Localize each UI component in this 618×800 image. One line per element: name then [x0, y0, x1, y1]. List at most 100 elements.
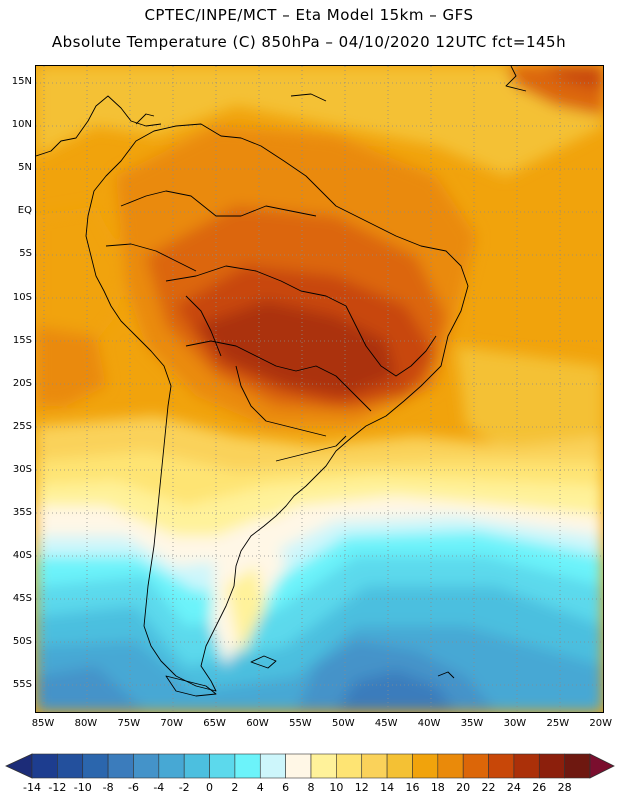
colorbar-swatch	[57, 753, 84, 779]
zone-north-16	[36, 66, 603, 176]
colorbar-label: 2	[231, 781, 239, 794]
temperature-map	[35, 65, 604, 713]
zone-northeast-24	[541, 66, 603, 91]
colorbar-swatch	[259, 753, 286, 779]
colorbar-label: 26	[532, 781, 547, 794]
colorbar-swatch	[564, 753, 591, 779]
zone-core-26	[196, 301, 396, 396]
colorbar-swatch	[310, 753, 337, 779]
colorbar-label: 14	[380, 781, 395, 794]
colombia-venezuela-border	[120, 190, 317, 217]
colorbar-label: -6	[127, 781, 139, 794]
zone-patagonia-10	[226, 566, 266, 656]
colorbar-swatch	[133, 753, 160, 779]
colorbar-swatch	[234, 753, 261, 779]
lat-label-55S: 55S	[12, 679, 32, 691]
atlantic-island	[505, 66, 527, 92]
colorbar-label: -12	[48, 781, 67, 794]
lon-label-25W: 25W	[546, 718, 570, 729]
colorbar-label: -8	[102, 781, 114, 794]
zone-south-minus8	[336, 671, 456, 712]
colorbar-label: -4	[153, 781, 165, 794]
lon-label-75W: 75W	[117, 718, 141, 729]
caribbean-islands	[290, 93, 327, 102]
south-america-outline	[85, 123, 469, 692]
colorbar-label: 16	[405, 781, 420, 794]
falkland-islands	[250, 655, 277, 669]
colorbar-low-arrow	[5, 753, 33, 779]
lat-label-30S: 30S	[12, 463, 32, 475]
colorbar-swatch	[513, 753, 540, 779]
colorbar-label: 18	[430, 781, 445, 794]
colorbar-label: 12	[354, 781, 369, 794]
coastlines	[36, 66, 527, 697]
map-title-line1: CPTEC/INPE/MCT – Eta Model 15km – GFS	[144, 6, 474, 24]
lat-label-50S: 50S	[12, 636, 32, 648]
colorbar-swatch	[336, 753, 363, 779]
paraguay-border	[235, 365, 327, 437]
lat-label-35S: 35S	[12, 507, 32, 518]
colorbar-swatch	[285, 753, 312, 779]
lon-label-45W: 45W	[374, 718, 398, 729]
central-america-coast	[36, 95, 162, 157]
bolivia-paraguay-border	[185, 340, 372, 412]
colorbar-label: 0	[206, 781, 214, 794]
colorbar	[5, 753, 615, 779]
lon-label-65W: 65W	[203, 718, 226, 729]
colorbar-label: 10	[329, 781, 344, 794]
colorbar-label: 20	[456, 781, 471, 794]
colorbar-label: 6	[282, 781, 290, 794]
ecuador-peru-border	[105, 243, 197, 272]
colorbar-swatch	[82, 753, 109, 779]
colorbar-swatch	[31, 753, 58, 779]
lon-label-30W: 30W	[503, 718, 527, 729]
panama-isthmus	[135, 113, 155, 125]
lon-label-40W: 40W	[417, 718, 441, 729]
colorbar-swatch	[209, 753, 236, 779]
lat-label-10N: 10N	[11, 119, 32, 131]
lat-label-10S: 10S	[12, 291, 32, 303]
lon-label-20W: 20W	[589, 718, 612, 729]
lon-label-60W: 60W	[246, 718, 269, 729]
lat-label-15S: 15S	[12, 334, 32, 346]
colorbar-label: -2	[178, 781, 190, 794]
lon-label-55W: 55W	[289, 718, 312, 729]
lat-label-5S: 5S	[19, 248, 32, 260]
lon-label-70W: 70W	[160, 718, 183, 729]
lat-label-15N: 15N	[11, 76, 32, 87]
colorbar-label: -10	[73, 781, 92, 794]
map-canvas	[36, 66, 603, 712]
colorbar-swatch	[158, 753, 185, 779]
colorbar-swatch	[437, 753, 464, 779]
colorbar-swatch	[462, 753, 489, 779]
colorbar-label: 22	[481, 781, 496, 794]
brazil-border-n	[165, 265, 437, 377]
lon-label-35W: 35W	[460, 718, 484, 729]
colorbar-label: -14	[23, 781, 41, 794]
colorbar-label: 24	[506, 781, 521, 794]
lat-label-20S: 20S	[12, 377, 32, 389]
lat-label-EQ: EQ	[17, 205, 32, 217]
lat-label-5N: 5N	[18, 162, 32, 174]
colorbar-swatch	[107, 753, 134, 779]
colorbar-swatch	[488, 753, 515, 779]
zone-atlantic-16	[456, 346, 603, 456]
zone-southwest-minus4	[36, 666, 146, 712]
lon-label-50W: 50W	[331, 718, 355, 729]
colorbar-swatch	[412, 753, 439, 779]
colorbar-label: 8	[307, 781, 315, 794]
lat-label-40S: 40S	[12, 550, 32, 562]
lon-label-85W: 85W	[31, 718, 55, 729]
peru-bolivia-border	[185, 295, 222, 357]
uruguay-border	[275, 435, 347, 462]
colorbar-label: 28	[557, 781, 572, 794]
colorbar-swatch	[386, 753, 413, 779]
temperature-shading	[36, 66, 603, 712]
zone-pacific-20	[36, 326, 106, 406]
lat-label-45S: 45S	[12, 593, 32, 605]
colorbar-high-arrow	[589, 753, 615, 779]
south-georgia	[437, 671, 455, 679]
map-title-line2: Absolute Temperature (C) 850hPa – 04/10/…	[51, 33, 567, 51]
colorbar-swatch	[538, 753, 565, 779]
tierra-del-fuego	[165, 675, 217, 697]
